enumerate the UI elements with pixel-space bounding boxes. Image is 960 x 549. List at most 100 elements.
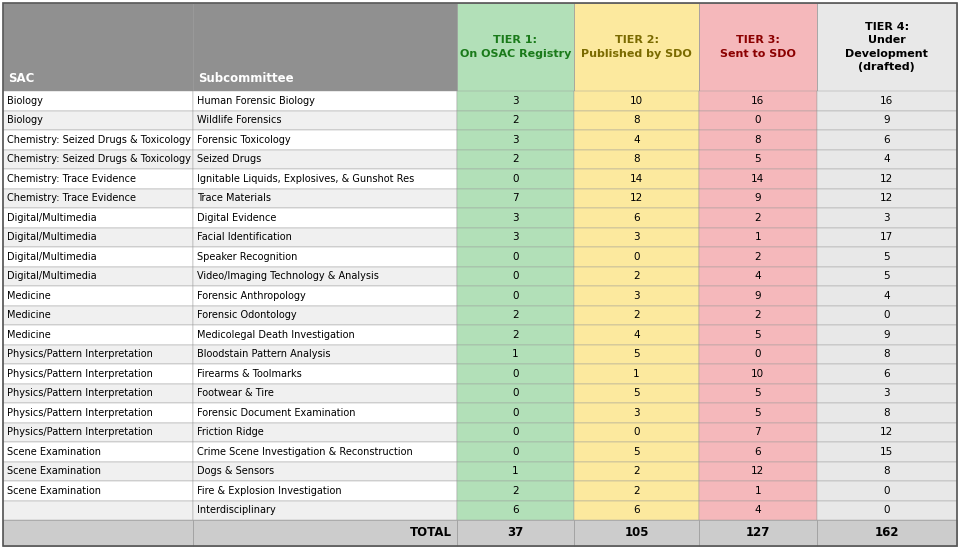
Bar xyxy=(457,266,574,286)
Text: 2: 2 xyxy=(634,486,640,496)
Text: 0: 0 xyxy=(512,388,518,398)
Bar xyxy=(457,3,574,91)
Text: 6: 6 xyxy=(512,505,518,516)
Bar xyxy=(817,169,957,188)
Bar xyxy=(457,305,574,325)
Text: 5: 5 xyxy=(883,271,890,281)
Bar xyxy=(574,501,699,520)
Text: 1: 1 xyxy=(512,349,518,359)
Text: Scene Examination: Scene Examination xyxy=(7,486,101,496)
Bar xyxy=(574,227,699,247)
Bar xyxy=(817,3,957,91)
Text: 5: 5 xyxy=(634,349,640,359)
Text: 5: 5 xyxy=(755,330,761,340)
Text: 10: 10 xyxy=(630,96,643,106)
Bar xyxy=(699,403,817,423)
Bar xyxy=(574,3,699,91)
Bar xyxy=(193,345,457,364)
Bar xyxy=(699,325,817,345)
Bar xyxy=(574,442,699,462)
Text: 5: 5 xyxy=(634,447,640,457)
Text: TIER 2:
Published by SDO: TIER 2: Published by SDO xyxy=(581,35,692,59)
Text: Firearms & Toolmarks: Firearms & Toolmarks xyxy=(198,369,302,379)
Bar xyxy=(193,91,457,110)
Text: 8: 8 xyxy=(755,135,761,145)
Text: 6: 6 xyxy=(883,135,890,145)
Bar xyxy=(817,91,957,110)
Text: Physics/Pattern Interpretation: Physics/Pattern Interpretation xyxy=(7,369,153,379)
Bar xyxy=(699,130,817,149)
Bar xyxy=(193,208,457,227)
Text: 12: 12 xyxy=(880,427,894,437)
Text: 2: 2 xyxy=(634,271,640,281)
Bar xyxy=(574,364,699,384)
Text: 0: 0 xyxy=(634,252,639,262)
Bar xyxy=(457,208,574,227)
Bar xyxy=(3,227,193,247)
Bar xyxy=(817,227,957,247)
Bar xyxy=(817,403,957,423)
Bar xyxy=(457,91,574,110)
Text: TIER 4:
Under
Development
(drafted): TIER 4: Under Development (drafted) xyxy=(846,22,928,72)
Text: Medicolegal Death Investigation: Medicolegal Death Investigation xyxy=(198,330,355,340)
Text: 15: 15 xyxy=(880,447,894,457)
Text: 0: 0 xyxy=(512,252,518,262)
Text: 5: 5 xyxy=(883,252,890,262)
Bar xyxy=(457,227,574,247)
Bar xyxy=(193,130,457,149)
Bar xyxy=(3,423,193,442)
Text: 127: 127 xyxy=(746,526,770,540)
Text: Video/Imaging Technology & Analysis: Video/Imaging Technology & Analysis xyxy=(198,271,379,281)
Bar xyxy=(574,305,699,325)
Bar xyxy=(817,208,957,227)
Bar xyxy=(574,208,699,227)
Bar xyxy=(193,403,457,423)
Bar xyxy=(3,130,193,149)
Text: 0: 0 xyxy=(883,505,890,516)
Text: SAC: SAC xyxy=(8,72,35,85)
Text: Human Forensic Biology: Human Forensic Biology xyxy=(198,96,315,106)
Text: 8: 8 xyxy=(883,408,890,418)
Text: Ignitable Liquids, Explosives, & Gunshot Res: Ignitable Liquids, Explosives, & Gunshot… xyxy=(198,173,415,184)
Bar xyxy=(699,423,817,442)
Bar xyxy=(3,364,193,384)
Bar xyxy=(699,266,817,286)
Text: 6: 6 xyxy=(634,505,640,516)
Bar xyxy=(817,286,957,305)
Text: 0: 0 xyxy=(512,408,518,418)
Text: 6: 6 xyxy=(634,213,640,223)
Text: Digital/Multimedia: Digital/Multimedia xyxy=(7,213,97,223)
Text: TIER 1:
On OSAC Registry: TIER 1: On OSAC Registry xyxy=(460,35,571,59)
Bar xyxy=(699,520,817,546)
Bar xyxy=(699,3,817,91)
Text: 8: 8 xyxy=(634,115,640,125)
Text: Bloodstain Pattern Analysis: Bloodstain Pattern Analysis xyxy=(198,349,331,359)
Bar xyxy=(3,481,193,501)
Text: 3: 3 xyxy=(512,135,518,145)
Bar xyxy=(193,501,457,520)
Bar xyxy=(457,423,574,442)
Text: 5: 5 xyxy=(755,408,761,418)
Text: 1: 1 xyxy=(512,466,518,476)
Bar xyxy=(193,305,457,325)
Text: 14: 14 xyxy=(751,173,764,184)
Bar xyxy=(699,149,817,169)
Text: Speaker Recognition: Speaker Recognition xyxy=(198,252,298,262)
Text: 2: 2 xyxy=(634,466,640,476)
Text: Chemistry: Trace Evidence: Chemistry: Trace Evidence xyxy=(7,193,136,203)
Bar xyxy=(699,169,817,188)
Text: Digital Evidence: Digital Evidence xyxy=(198,213,276,223)
Text: Forensic Document Examination: Forensic Document Examination xyxy=(198,408,356,418)
Bar xyxy=(457,286,574,305)
Bar xyxy=(817,130,957,149)
Bar xyxy=(574,325,699,345)
Bar xyxy=(574,266,699,286)
Bar xyxy=(699,188,817,208)
Bar xyxy=(817,149,957,169)
Bar xyxy=(699,501,817,520)
Text: 3: 3 xyxy=(634,232,640,242)
Bar xyxy=(817,266,957,286)
Bar xyxy=(574,247,699,266)
Bar xyxy=(574,423,699,442)
Text: Chemistry: Seized Drugs & Toxicology: Chemistry: Seized Drugs & Toxicology xyxy=(7,135,191,145)
